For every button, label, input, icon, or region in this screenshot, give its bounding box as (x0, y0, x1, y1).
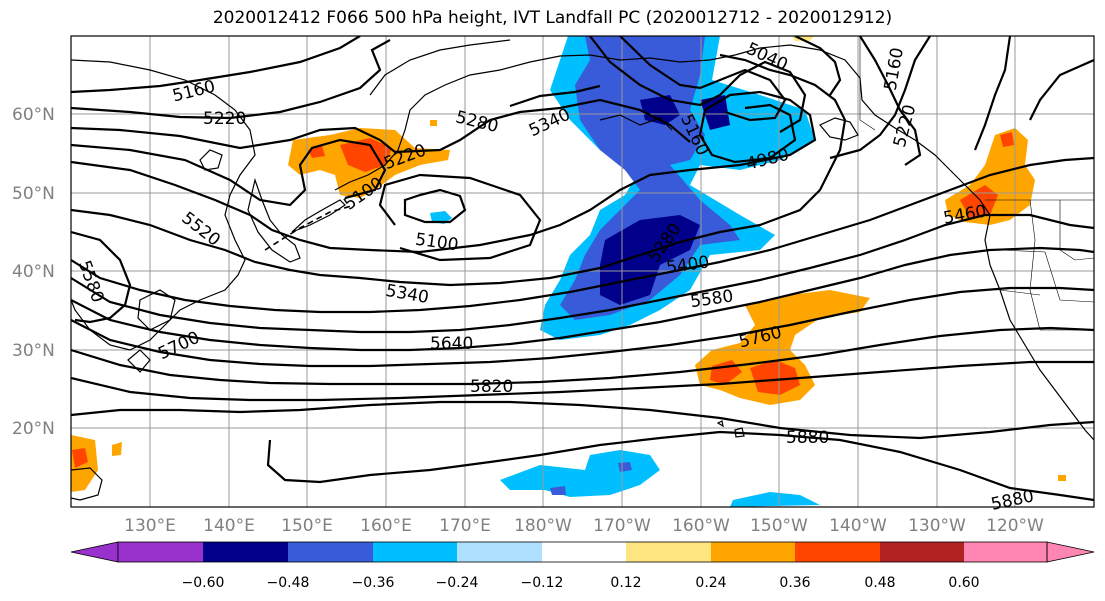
lon-label: 120°W (986, 516, 1044, 536)
colorbar-segment (626, 542, 711, 562)
colorbar-tick-label: −0.24 (436, 575, 479, 591)
lon-label: 180°W (514, 516, 572, 536)
colorbar-segment (373, 542, 457, 562)
colorbar-segment (288, 542, 373, 562)
dateline-dashed (264, 204, 356, 251)
lon-label: 130°E (124, 516, 176, 536)
coastlines (71, 39, 1094, 501)
country-borders (859, 36, 1094, 331)
colorbar: −0.60 −0.48 −0.36 −0.24 −0.12 0.12 0.24 … (70, 541, 1095, 591)
lon-label: 150°E (281, 516, 333, 536)
colorbar-tick-label: −0.60 (182, 575, 225, 591)
contour-label: 5820 (470, 377, 513, 397)
colorbar-left-arrow (70, 541, 119, 563)
colorbar-tick-label: −0.12 (521, 575, 564, 591)
colorbar-segment (711, 542, 795, 562)
lat-label: 40°N (12, 262, 55, 282)
map-title: 2020012412 F066 500 hPa height, IVT Land… (212, 8, 893, 28)
colorbar-tick-label: 0.24 (695, 575, 726, 591)
lon-label: 160°W (672, 516, 730, 536)
lon-label: 140°E (203, 516, 255, 536)
colorbar-tick-label: −0.48 (267, 575, 310, 591)
latitude-labels: 60°N 50°N 40°N 30°N 20°N (12, 105, 55, 439)
colorbar-tick-label: −0.36 (352, 575, 395, 591)
lon-label: 160°E (360, 516, 412, 536)
colorbar-segment (118, 542, 203, 562)
colorbar-tick-label: 0.60 (948, 575, 979, 591)
colorbar-right-tip (1046, 541, 1095, 563)
colorbar-segment (542, 542, 626, 562)
positive-ivt-shading (71, 120, 1066, 492)
lat-label: 20°N (12, 419, 55, 439)
lat-label: 30°N (12, 341, 55, 361)
colorbar-segment (457, 542, 542, 562)
lat-label: 60°N (12, 105, 55, 125)
lon-label: 150°W (750, 516, 808, 536)
height-contours (71, 36, 1094, 502)
contour-label: 5880 (786, 428, 829, 448)
contour-label: 5220 (203, 109, 246, 129)
colorbar-segment (795, 542, 880, 562)
lon-label: 130°W (908, 516, 966, 536)
colorbar-tick-label: 0.48 (864, 575, 895, 591)
map-frame (70, 35, 1095, 508)
contour-label: 5640 (430, 334, 473, 354)
map-panel (71, 36, 1094, 507)
colorbar-segment (880, 542, 964, 562)
lon-label: 170°E (439, 516, 491, 536)
longitude-labels: 130°E 140°E 150°E 160°E 170°E 180°W 170°… (124, 516, 1044, 536)
colorbar-tick-label: 0.12 (610, 575, 641, 591)
lon-label: 140°W (829, 516, 887, 536)
lat-label: 50°N (12, 184, 55, 204)
colorbar-tick-label: 0.36 (779, 575, 810, 591)
colorbar-segment (203, 542, 288, 562)
lon-label: 170°W (593, 516, 651, 536)
colorbar-segment (964, 542, 1047, 562)
